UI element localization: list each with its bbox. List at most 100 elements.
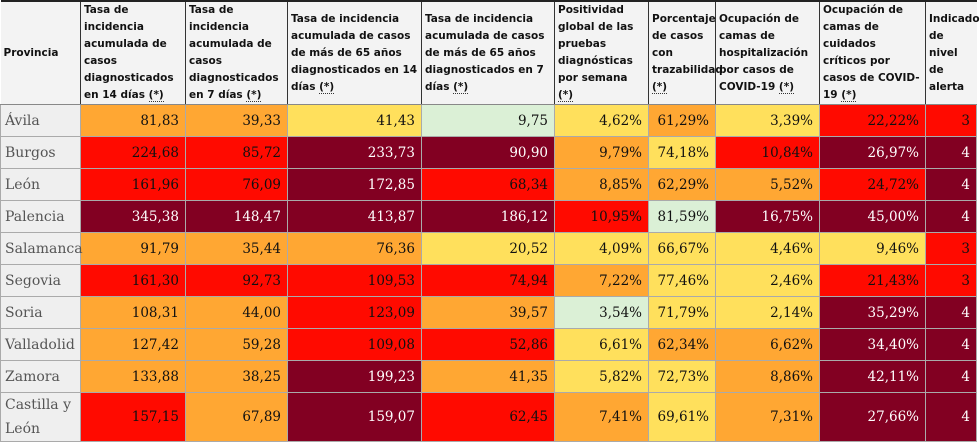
indicator-cell: 345,38: [80, 200, 186, 233]
column-header: Ocupación de camas de hospitalización po…: [715, 1, 820, 105]
indicator-cell: 2,46%: [715, 264, 820, 297]
alert-level-cell: 4: [925, 168, 977, 201]
alert-level-cell: 3: [925, 232, 977, 265]
indicator-cell: 133,88: [80, 360, 186, 393]
indicator-cell: 74,94: [421, 264, 555, 297]
footnote-link[interactable]: (*): [841, 89, 857, 102]
column-header-label: Provincia: [3, 46, 59, 59]
footnote-link[interactable]: (*): [319, 80, 335, 94]
alert-level-cell: 4: [925, 200, 977, 233]
indicator-cell: 42,11%: [819, 360, 926, 393]
column-header: Provincia: [0, 1, 81, 105]
column-header-label: Porcentaje de casos con trazabilidad: [652, 12, 723, 76]
indicator-cell: 85,72: [185, 136, 288, 169]
indicator-cell: 62,34%: [648, 328, 716, 361]
indicator-cell: 90,90: [421, 136, 555, 169]
indicator-cell: 44,00: [185, 296, 288, 329]
indicator-cell: 68,34: [421, 168, 555, 201]
alert-level-cell: 4: [925, 328, 977, 361]
indicator-cell: 2,14%: [715, 296, 820, 329]
indicator-cell: 108,31: [80, 296, 186, 329]
alert-level-cell: 3: [925, 264, 977, 297]
indicator-cell: 8,85%: [554, 168, 649, 201]
alert-level-cell: 3: [925, 104, 977, 137]
table-row: Ávila 81,83 39,33 41,43 9,75 4,62% 61,29% 3,39%…: [0, 104, 977, 137]
indicator-cell: 224,68: [80, 136, 186, 169]
indicator-cell: 74,18%: [648, 136, 716, 169]
indicator-cell: 92,73: [185, 264, 288, 297]
indicator-cell: 69,61%: [648, 392, 716, 442]
indicator-cell: 45,00%: [819, 200, 926, 233]
alert-level-cell: 4: [925, 360, 977, 393]
column-header-label: Tasa de incidencia acumulada de casos di…: [84, 4, 174, 101]
table-body: Ávila 81,83 39,33 41,43 9,75 4,62% 61,29% 3,39%…: [0, 104, 977, 442]
column-header-label: Ocupación de camas de cuidados críticos …: [823, 4, 920, 101]
column-header-label: Ocupación de camas de hospitalización po…: [719, 12, 809, 93]
alert-level-cell: 4: [925, 136, 977, 169]
column-header: Porcentaje de casos con trazabilidad (*): [648, 1, 723, 105]
indicator-cell: 109,53: [287, 264, 422, 297]
province-cell: Zamora: [0, 360, 81, 393]
indicator-cell: 41,35: [421, 360, 555, 393]
indicator-cell: 66,67%: [648, 232, 716, 265]
province-cell: Salamanca: [0, 232, 83, 265]
indicator-cell: 4,09%: [554, 232, 649, 265]
indicator-cell: 5,52%: [715, 168, 820, 201]
indicator-cell: 59,28: [185, 328, 288, 361]
indicator-cell: 72,73%: [648, 360, 716, 393]
table-row: Zamora 133,88 38,25 199,23 41,35 5,82% 72,73% 8…: [0, 360, 977, 393]
footnote-link[interactable]: (*): [558, 89, 574, 102]
footnote-link[interactable]: (*): [778, 80, 795, 94]
indicator-cell: 4,62%: [554, 104, 649, 137]
indicator-cell: 233,73: [287, 136, 422, 169]
table-row: Burgos 224,68 85,72 233,73 90,90 9,79% 74,18% 1…: [0, 136, 977, 169]
indicator-cell: 35,29%: [819, 296, 926, 329]
indicator-cell: 81,83: [80, 104, 186, 137]
indicator-cell: 26,97%: [819, 136, 926, 169]
column-header: Indicador de nivel de alerta: [925, 1, 980, 105]
indicator-cell: 62,45: [421, 392, 555, 442]
footnote-link[interactable]: (*): [652, 80, 668, 94]
indicator-cell: 76,36: [287, 232, 422, 265]
indicator-cell: 10,95%: [554, 200, 649, 233]
column-header: Ocupación de camas de cuidados críticos …: [819, 1, 926, 105]
column-header: Tasa de incidencia acumulada de casos di…: [80, 1, 186, 105]
column-header-label: Positividad global de las pruebas diagnó…: [558, 4, 634, 84]
indicator-cell: 123,09: [287, 296, 422, 329]
footnote-link[interactable]: (*): [246, 89, 262, 102]
indicator-cell: 3,54%: [554, 296, 649, 329]
province-cell: Ávila: [0, 104, 81, 137]
province-cell: León: [0, 168, 81, 201]
indicator-cell: 7,31%: [715, 392, 820, 442]
indicator-cell: 21,43%: [819, 264, 926, 297]
indicator-cell: 67,89: [185, 392, 288, 442]
indicator-cell: 39,33: [185, 104, 288, 137]
table-row: León 161,96 76,09 172,85 68,34 8,85% 62,29% 5,5…: [0, 168, 977, 201]
indicator-cell: 159,07: [287, 392, 422, 442]
footnote-link[interactable]: (*): [453, 80, 469, 94]
indicator-cell: 8,86%: [715, 360, 820, 393]
table-row: Valladolid 127,42 59,28 109,08 52,86 6,61% 62,…: [0, 328, 977, 361]
indicator-cell: 6,61%: [554, 328, 649, 361]
indicator-cell: 199,23: [287, 360, 422, 393]
indicator-cell: 22,22%: [819, 104, 926, 137]
column-header: Positividad global de las pruebas diagnó…: [554, 1, 649, 105]
indicator-cell: 34,40%: [819, 328, 926, 361]
footnote-link[interactable]: (*): [148, 89, 164, 102]
indicator-cell: 20,52: [421, 232, 555, 265]
indicator-cell: 27,66%: [819, 392, 926, 442]
indicator-cell: 81,59%: [648, 200, 716, 233]
indicator-cell: 39,57: [421, 296, 555, 329]
indicator-cell: 157,15: [80, 392, 186, 442]
indicator-cell: 109,08: [287, 328, 422, 361]
alert-level-cell: 4: [925, 296, 977, 329]
column-header-label: Tasa de incidencia acumulada de casos de…: [425, 12, 545, 93]
column-header: Tasa de incidencia acumulada de casos di…: [185, 1, 288, 105]
indicator-cell: 5,82%: [554, 360, 649, 393]
indicator-cell: 52,86: [421, 328, 555, 361]
table-row: Salamanca 91,79 35,44 76,36 20,52 4,09% 66,67%…: [0, 232, 977, 265]
province-cell: Valladolid: [0, 328, 81, 361]
indicator-cell: 62,29%: [648, 168, 716, 201]
indicator-cell: 9,46%: [819, 232, 926, 265]
column-header: Tasa de incidencia acumulada de casos de…: [287, 1, 422, 105]
